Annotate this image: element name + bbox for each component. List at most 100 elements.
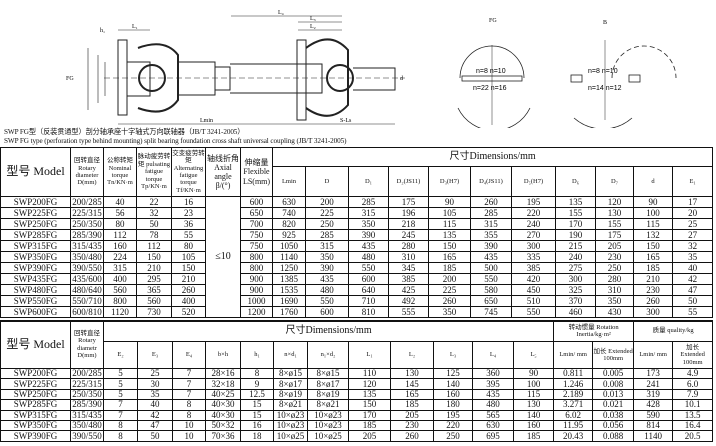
value-cell: 170 [348, 409, 391, 421]
value-cell: 1690 [272, 295, 306, 307]
value-cell: 23 [171, 207, 206, 219]
value-cell: 210 [633, 273, 673, 285]
value-cell: 185 [348, 419, 391, 432]
value-cell: 115 [512, 388, 555, 401]
bottom-spec-table: 型号 Model 回转直径 Rotary diametr D(mm) 尺寸Dim… [0, 320, 714, 442]
value-cell: 550 [348, 262, 389, 274]
value-cell: 195 [433, 409, 473, 421]
fg-bolt-count-bottom: n=22 n=16 [473, 85, 507, 92]
label-FG: FG [66, 76, 74, 82]
value-cell: 185 [512, 430, 555, 442]
value-cell: 428 [633, 399, 674, 411]
value-cell: 550 [470, 273, 512, 285]
value-cell: 185 [390, 399, 434, 411]
value-cell: 220 [433, 419, 473, 432]
value-cell: 260 [428, 295, 471, 307]
header-dimensions: 尺寸Dimensions/mm [271, 147, 714, 167]
value-cell: 0.008 [592, 378, 635, 390]
value-cell: 1140 [272, 251, 306, 263]
caption-chinese: SWP FG型（反装贯通型）剖分轴承座十字轴式万向联轴器（JB/T 3241-2… [4, 128, 245, 136]
header-dim-col: E₂ [103, 341, 138, 369]
left-flange [117, 39, 128, 116]
value-cell: 22 [136, 196, 172, 208]
model-cell: SWP285FG [0, 399, 71, 411]
header-dim-col: E₄ [172, 341, 206, 369]
value-cell: 112 [103, 229, 137, 241]
value-cell: 350 [595, 295, 634, 307]
value-cell: 319 [633, 388, 674, 401]
model-cell: SWP390FG [0, 430, 71, 442]
value-cell: 280 [595, 273, 634, 285]
value-cell: 520 [171, 306, 206, 318]
table-row: SWP350FG 350/480 8 47 10 50×32 16 10×ø23 10×ø23 1… [0, 419, 714, 432]
value-cell: 200/285 [70, 367, 104, 380]
value-cell: 200 [428, 273, 471, 285]
value-cell: 175 [388, 196, 429, 208]
value-cell: 425 [388, 284, 429, 296]
value-cell: 550 [511, 306, 556, 318]
value-cell: 630 [472, 419, 514, 432]
value-cell: 250 [433, 430, 473, 442]
value-cell: 7 [172, 367, 206, 380]
value-cell: 1000 [240, 295, 273, 307]
value-cell: 230 [390, 419, 434, 432]
value-cell: 390 [348, 229, 389, 241]
header-dim-col: L₂ [390, 341, 434, 369]
value-cell: 435 [472, 388, 514, 401]
value-cell: 40 [103, 196, 137, 208]
value-cell: 215 [555, 240, 596, 252]
value-cell: 8 [172, 409, 206, 421]
value-cell: 285/390 [70, 399, 104, 411]
value-cell: 50 [137, 430, 173, 442]
value-cell: 420 [511, 273, 556, 285]
value-cell: 0.811 [553, 367, 594, 380]
value-cell: 47 [137, 419, 173, 432]
value-cell: 90 [633, 196, 673, 208]
label-Lmin: Lmin [200, 118, 213, 124]
value-cell: 8 [240, 367, 274, 380]
model-cell: SWP250FG [0, 218, 71, 230]
header-rotation-inertia: 转动惯量 Rotation Inertia/kg·m² [553, 320, 635, 342]
header-rotary-diameter: 回转直径 Rotary diametr D(mm) [70, 320, 104, 369]
value-cell: 710 [348, 295, 389, 307]
value-cell: 385 [388, 273, 429, 285]
value-cell: 8 [103, 419, 138, 432]
model-cell: SWP550FG [0, 295, 71, 307]
value-cell: 740 [272, 207, 306, 219]
header-model: 型号 Model [0, 147, 71, 197]
model-cell: SWP225FG [0, 207, 71, 219]
header-dim-col: h₁ [240, 341, 274, 369]
header-alternating-torque: 交变疲劳转矩 Alternating fatigue torque Tf/KN·… [171, 147, 206, 197]
value-cell: 205 [348, 430, 391, 442]
value-cell: 245 [388, 229, 429, 241]
value-cell: 750 [240, 240, 273, 252]
value-cell: 390 [305, 262, 349, 274]
value-cell: 800 [103, 295, 137, 307]
value-cell: 250 [595, 262, 634, 274]
value-cell: 350 [428, 306, 471, 318]
header-dim-col: D₅(H7) [511, 166, 556, 197]
value-cell: 17 [671, 196, 714, 208]
value-cell: 112 [136, 240, 172, 252]
value-cell: 315 [348, 207, 389, 219]
table-row: SWP250FG 250/350 5 35 7 40×25 12.5 8×ø19 8×ø19 13… [0, 388, 714, 401]
label-L4: L₄ [278, 10, 284, 16]
value-cell: 8×ø15 [307, 367, 349, 380]
value-cell: 8×ø15 [273, 367, 308, 380]
value-cell: 285 [305, 229, 349, 241]
value-cell: 165 [428, 251, 471, 263]
value-cell: 315/435 [70, 409, 104, 421]
value-cell: 270 [511, 229, 556, 241]
value-cell: 125 [433, 367, 473, 380]
model-cell: SWP250FG [0, 388, 71, 401]
value-cell: 218 [388, 218, 429, 230]
value-cell: 310 [595, 284, 634, 296]
header-dim-col: b×h [205, 341, 241, 369]
value-cell: 190 [555, 229, 596, 241]
value-cell: 13.5 [672, 409, 714, 421]
value-cell: 40×25 [205, 388, 241, 401]
value-cell: 195 [511, 196, 556, 208]
header-extended: 加长 Extended 100mm [672, 341, 714, 369]
value-cell: 80 [171, 240, 206, 252]
value-cell: 25 [137, 367, 173, 380]
